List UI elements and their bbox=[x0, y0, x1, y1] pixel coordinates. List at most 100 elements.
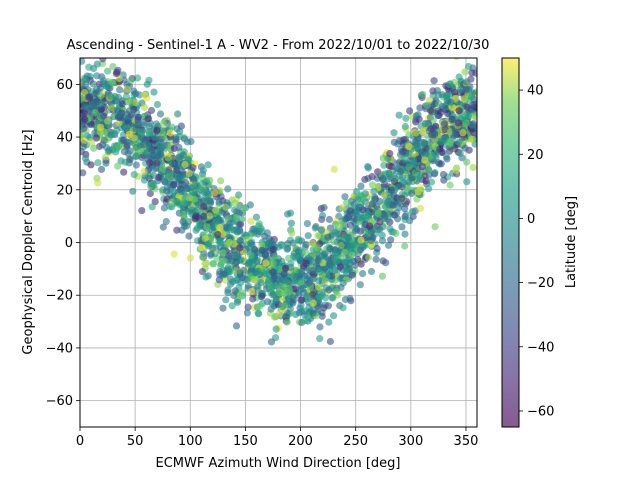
scatter-point bbox=[228, 257, 236, 265]
scatter-point bbox=[120, 148, 129, 156]
scatter-point bbox=[370, 196, 378, 205]
scatter-point bbox=[148, 146, 156, 154]
scatter-point bbox=[219, 249, 227, 257]
scatter-point bbox=[189, 175, 197, 183]
scatter-point bbox=[236, 244, 244, 252]
scatter-point bbox=[180, 135, 189, 143]
scatter-point bbox=[270, 275, 278, 283]
scatter-point bbox=[280, 289, 288, 298]
y-tick-label: −60 bbox=[46, 394, 73, 409]
scatter-point bbox=[168, 198, 176, 206]
scatter-point bbox=[173, 166, 181, 174]
scatter-point bbox=[159, 165, 167, 173]
scatter-point bbox=[199, 166, 207, 174]
scatter-point bbox=[100, 136, 108, 144]
scatter-point bbox=[326, 337, 334, 346]
scatter-point bbox=[333, 287, 341, 295]
colorbar: 40 20 0 −20 −40 −60 Latitude [deg] bbox=[501, 57, 579, 428]
scatter-point bbox=[365, 211, 373, 219]
scatter-point bbox=[368, 173, 376, 181]
scatter-point bbox=[446, 181, 454, 189]
scatter-point bbox=[198, 244, 206, 252]
scatter-point bbox=[311, 184, 319, 192]
scatter-point bbox=[348, 271, 356, 279]
scatter-point bbox=[174, 110, 182, 118]
scatter-point bbox=[80, 169, 87, 177]
scatter-point bbox=[326, 261, 334, 269]
scatter-point bbox=[455, 107, 463, 115]
scatter-point bbox=[173, 198, 181, 206]
scatter-point bbox=[181, 199, 189, 207]
scatter-point bbox=[285, 285, 294, 293]
y-tick-label: 0 bbox=[65, 236, 73, 251]
scatter-point bbox=[316, 268, 324, 276]
scatter-point bbox=[80, 126, 84, 134]
scatter-point bbox=[379, 174, 387, 183]
scatter-point bbox=[331, 249, 340, 257]
scatter-point bbox=[456, 149, 464, 157]
scatter-point bbox=[401, 154, 409, 162]
scatter-point bbox=[357, 191, 365, 199]
scatter-point bbox=[468, 69, 476, 77]
scatter-point bbox=[469, 163, 477, 172]
scatter-point bbox=[198, 268, 206, 276]
scatter-point bbox=[256, 302, 264, 310]
scatter-point bbox=[225, 238, 233, 247]
scatter-point bbox=[246, 201, 254, 209]
scatter-point bbox=[104, 117, 112, 125]
scatter-point bbox=[470, 128, 477, 137]
scatter-point bbox=[408, 208, 417, 216]
scatter-point bbox=[267, 305, 275, 313]
scatter-point bbox=[319, 211, 327, 220]
scatter-point bbox=[132, 161, 140, 169]
scatter-point bbox=[188, 206, 196, 214]
scatter-point bbox=[289, 239, 297, 247]
scatter-point bbox=[114, 66, 122, 74]
scatter-point bbox=[110, 129, 118, 137]
scatter-point bbox=[123, 85, 131, 93]
scatter-point bbox=[177, 122, 185, 130]
scatter-point bbox=[291, 254, 299, 262]
scatter-point bbox=[158, 143, 166, 151]
scatter-point bbox=[376, 225, 384, 233]
scatter-point bbox=[437, 108, 445, 117]
scatter-point bbox=[284, 240, 292, 248]
scatter-point bbox=[391, 175, 399, 183]
scatter-point bbox=[268, 283, 276, 291]
scatter-point bbox=[412, 112, 420, 120]
scatter-point bbox=[159, 223, 167, 231]
scatter-point bbox=[146, 159, 154, 167]
x-tick-label: 0 bbox=[76, 434, 84, 449]
scatter-point bbox=[225, 252, 233, 260]
scatter-point bbox=[118, 100, 126, 108]
scatter-points bbox=[80, 58, 477, 346]
scatter-point bbox=[216, 239, 224, 247]
colorbar-gradient bbox=[502, 58, 519, 427]
scatter-point bbox=[214, 231, 222, 239]
scatter-point bbox=[114, 162, 122, 170]
scatter-point bbox=[367, 267, 376, 276]
scatter-point bbox=[257, 279, 265, 287]
scatter-point bbox=[243, 309, 251, 317]
scatter-point bbox=[181, 160, 189, 169]
scatter-point bbox=[312, 223, 320, 231]
scatter-point bbox=[328, 294, 336, 302]
scatter-point bbox=[92, 134, 100, 142]
scatter-point bbox=[168, 159, 176, 167]
scatter-point bbox=[314, 283, 323, 291]
scatter-point bbox=[314, 232, 322, 240]
scatter-point bbox=[423, 101, 431, 109]
scatter-point bbox=[209, 260, 217, 268]
scatter-point bbox=[445, 80, 453, 88]
scatter-point bbox=[470, 100, 477, 109]
colorbar-tick-label: 40 bbox=[527, 84, 544, 99]
scatter-point bbox=[270, 268, 278, 276]
scatter-point bbox=[153, 126, 161, 134]
scatter-point bbox=[314, 257, 322, 265]
scatter-point bbox=[262, 259, 270, 267]
scatter-point bbox=[302, 240, 310, 249]
x-tick-label: 100 bbox=[178, 434, 203, 449]
scatter-point bbox=[97, 165, 106, 173]
scatter-point bbox=[172, 134, 180, 142]
